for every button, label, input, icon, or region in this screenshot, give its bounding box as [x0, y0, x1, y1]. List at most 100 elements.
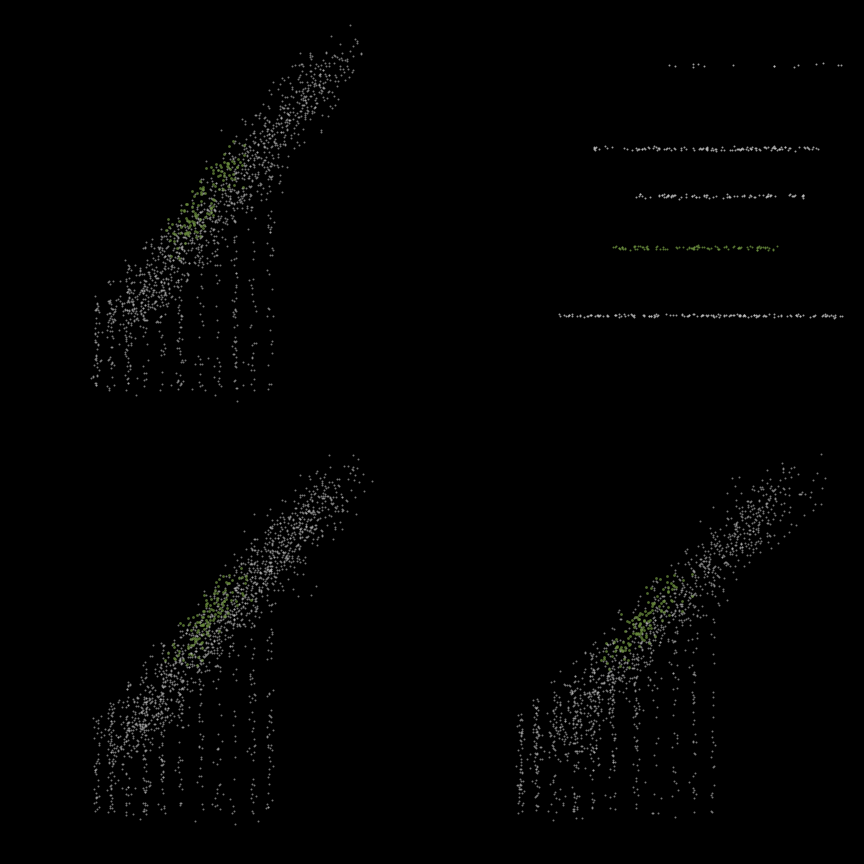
Point — [211, 646, 225, 660]
Point — [668, 563, 682, 577]
Point — [244, 556, 257, 570]
Point — [182, 256, 196, 270]
Point — [240, 592, 254, 606]
Point — [687, 713, 701, 727]
Point — [679, 584, 693, 598]
Point — [530, 766, 543, 780]
Point — [260, 797, 274, 810]
Point — [140, 797, 154, 811]
Point — [695, 557, 708, 571]
Point — [155, 657, 168, 670]
Point — [670, 681, 684, 695]
Point — [234, 601, 248, 615]
Point — [297, 136, 311, 149]
Point — [277, 531, 291, 545]
Point — [313, 74, 327, 88]
Point — [607, 759, 621, 773]
Point — [222, 177, 236, 191]
Point — [175, 242, 188, 256]
Point — [606, 687, 619, 701]
Point — [588, 704, 601, 718]
Point — [262, 631, 276, 645]
Point — [217, 147, 231, 161]
Point — [646, 615, 660, 629]
Point — [184, 632, 198, 646]
Point — [209, 194, 223, 207]
Point — [174, 624, 187, 638]
Point — [298, 110, 312, 124]
Point — [632, 664, 646, 677]
Point — [308, 101, 321, 115]
Point — [106, 757, 120, 771]
Point — [122, 262, 136, 276]
Point — [243, 189, 257, 203]
Point — [109, 741, 123, 755]
Point — [117, 732, 130, 746]
Point — [219, 194, 233, 208]
Point — [570, 696, 584, 710]
Point — [120, 683, 134, 696]
Point — [659, 141, 673, 155]
Point — [570, 744, 584, 758]
Point — [210, 757, 224, 771]
Point — [597, 675, 611, 689]
Point — [204, 161, 218, 175]
Point — [774, 308, 788, 321]
Point — [778, 140, 792, 154]
Point — [238, 139, 251, 153]
Point — [232, 581, 245, 595]
Point — [257, 161, 271, 175]
Point — [712, 310, 726, 324]
Point — [256, 156, 270, 169]
Point — [669, 620, 683, 634]
Point — [181, 220, 195, 234]
Point — [185, 204, 199, 218]
Point — [179, 236, 193, 250]
Point — [514, 737, 528, 751]
Point — [511, 719, 524, 733]
Point — [153, 660, 167, 674]
Point — [733, 241, 746, 255]
Point — [180, 623, 194, 637]
Point — [105, 791, 119, 804]
Point — [318, 467, 332, 481]
Point — [141, 717, 155, 731]
Point — [606, 669, 619, 683]
Point — [244, 670, 257, 683]
Point — [278, 91, 292, 105]
Point — [819, 309, 833, 323]
Point — [226, 168, 240, 181]
Point — [162, 252, 175, 266]
Point — [175, 772, 188, 785]
Point — [268, 138, 282, 152]
Point — [606, 755, 619, 769]
Point — [583, 308, 597, 321]
Point — [282, 107, 295, 121]
Point — [293, 530, 307, 544]
Point — [195, 628, 209, 642]
Point — [126, 296, 140, 310]
Point — [162, 701, 175, 715]
Point — [750, 243, 764, 257]
Point — [276, 530, 290, 543]
Point — [287, 101, 301, 115]
Point — [186, 654, 200, 668]
Point — [274, 111, 288, 124]
Point — [316, 492, 330, 505]
Point — [242, 169, 256, 183]
Point — [308, 73, 322, 87]
Point — [171, 755, 185, 769]
Point — [617, 141, 631, 155]
Point — [638, 656, 652, 670]
Point — [605, 718, 619, 732]
Point — [174, 796, 187, 810]
Point — [726, 543, 740, 556]
Point — [206, 613, 220, 627]
Point — [161, 276, 175, 290]
Point — [683, 595, 697, 609]
Point — [156, 729, 169, 743]
Point — [153, 245, 167, 258]
Point — [178, 226, 192, 240]
Point — [721, 190, 734, 204]
Point — [158, 262, 172, 276]
